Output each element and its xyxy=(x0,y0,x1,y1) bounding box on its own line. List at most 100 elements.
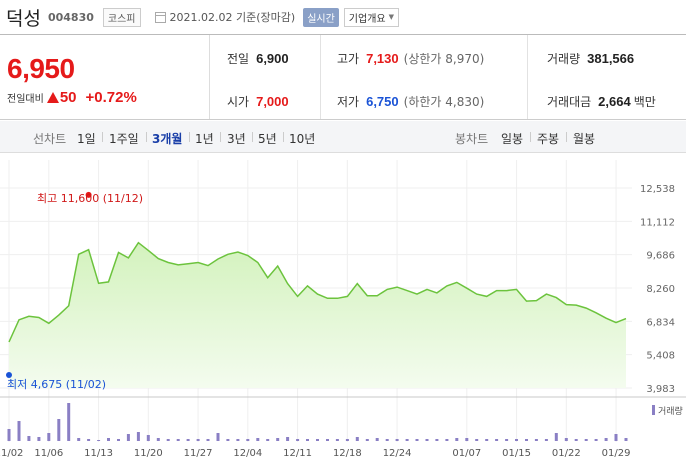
volume-bar xyxy=(345,439,349,441)
volume-bar xyxy=(316,439,319,441)
volume-bar xyxy=(87,439,91,441)
volume-label: 거래량 xyxy=(547,52,581,66)
volume: 거래량 381,566 xyxy=(547,50,634,67)
divider xyxy=(320,35,321,119)
volume-bar xyxy=(216,433,220,441)
volume-bar xyxy=(146,435,150,441)
volume-bar xyxy=(136,432,140,441)
volume-bar xyxy=(37,437,41,441)
change-amount: 50 xyxy=(59,89,77,106)
x-tick-label: 11/20 xyxy=(134,448,163,459)
volume-bar xyxy=(604,438,608,441)
x-tick-label: 11/13 xyxy=(84,448,113,459)
period-1d[interactable]: 1일 xyxy=(77,132,96,146)
period-10y[interactable]: 10년 xyxy=(289,132,316,146)
low-label: 저가 xyxy=(337,95,360,109)
x-tick-label: 01/22 xyxy=(552,448,581,459)
volume-bar xyxy=(375,438,379,441)
volume-bar xyxy=(485,439,489,441)
volume-bar xyxy=(266,439,270,441)
volume-bar xyxy=(77,438,81,441)
realtime-button[interactable]: 실시간 xyxy=(303,7,339,27)
period-3m[interactable]: 3개월 xyxy=(152,132,183,146)
low-value: 6,750 xyxy=(366,94,399,109)
amount-unit: 백만 xyxy=(633,95,656,109)
volume-bar xyxy=(365,439,369,441)
volume-bar xyxy=(445,439,449,441)
volume-legend: 거래량 xyxy=(658,405,683,417)
volume-bar xyxy=(57,419,61,441)
volume-legend-swatch xyxy=(652,405,655,415)
calendar-icon xyxy=(154,11,166,23)
stock-name: 덕성 xyxy=(6,7,41,30)
volume-bar xyxy=(534,439,538,441)
x-tick-label: 11/02 xyxy=(0,448,23,459)
amount-value: 2,664 xyxy=(598,94,631,109)
period-1w[interactable]: 1주일 xyxy=(109,132,139,146)
volume-bar xyxy=(574,439,578,441)
volume-bar xyxy=(505,439,509,441)
volume-bar xyxy=(117,439,120,441)
up-arrow-icon xyxy=(46,92,59,103)
lower-limit: (하한가 4,830) xyxy=(403,95,485,109)
x-tick-label: 11/27 xyxy=(184,448,213,459)
volume-bar xyxy=(126,434,130,441)
divider xyxy=(102,132,103,142)
x-tick-label: 12/04 xyxy=(233,448,262,459)
candle-monthly[interactable]: 월봉 xyxy=(573,132,596,146)
volume-bar xyxy=(544,439,548,441)
volume-bar xyxy=(554,433,558,441)
volume-bar xyxy=(47,433,51,441)
volume-bar xyxy=(156,438,160,441)
prev-close-value: 6,900 xyxy=(256,51,289,66)
prev-close-label: 전일 xyxy=(227,52,250,66)
x-tick-label: 01/29 xyxy=(602,448,631,459)
divider xyxy=(283,132,284,142)
divider xyxy=(220,132,221,142)
divider xyxy=(530,132,531,142)
volume-bar xyxy=(455,438,459,441)
y-tick-label: 8,260 xyxy=(646,284,675,295)
chevron-down-icon: ▼ xyxy=(388,13,394,21)
volume-bar xyxy=(286,437,290,441)
y-tick-label: 6,834 xyxy=(646,317,675,328)
price-chart[interactable]: 12,538 11,112 9,686 8,260 6,834 5,408 3,983 11… xyxy=(0,160,686,461)
volume-bar xyxy=(326,439,329,441)
volume-bar xyxy=(306,439,309,441)
volume-bar xyxy=(564,438,568,441)
x-tick-label: 01/07 xyxy=(452,448,481,459)
current-price-panel: 6,950 전일대비 50 +0.72% xyxy=(0,35,210,119)
trade-amount: 거래대금 2,664 백만 xyxy=(547,93,656,110)
volume-bar xyxy=(495,439,499,441)
candle-daily[interactable]: 일봉 xyxy=(501,132,524,146)
stock-code: 004830 xyxy=(47,10,94,24)
candle-weekly[interactable]: 주봉 xyxy=(537,132,560,146)
open-label: 시가 xyxy=(227,95,250,109)
period-1y[interactable]: 1년 xyxy=(195,132,214,146)
divider xyxy=(527,35,528,119)
volume-bar xyxy=(624,438,628,441)
volume-bar xyxy=(196,439,200,441)
volume-bar xyxy=(584,439,588,441)
divider xyxy=(189,132,190,142)
chart-period-bar: 선차트 1일 1주일 3개월 1년 3년 5년 10년 봉차트 일봉 주봉 월봉 xyxy=(0,121,686,153)
volume-bar xyxy=(186,439,190,441)
volume-bar xyxy=(236,439,240,441)
volume-bar xyxy=(67,403,71,441)
min-label: 최저 4,675 (11/02) xyxy=(7,378,106,391)
volume-bar xyxy=(515,439,518,441)
y-tick-label: 11,112 xyxy=(640,217,675,228)
y-tick-label: 12,538 xyxy=(640,184,675,195)
x-tick-label: 01/15 xyxy=(502,448,531,459)
stock-header: 덕성 004830 코스피 2021.02.02 기준(장마감) 실시간 기업개… xyxy=(0,0,686,34)
volume-bar xyxy=(296,439,300,441)
period-3y[interactable]: 3년 xyxy=(227,132,246,146)
x-tick-label: 11/06 xyxy=(34,448,63,459)
volume-bar xyxy=(166,439,170,441)
market-badge: 코스피 xyxy=(102,7,141,27)
company-overview-label: 기업개요 xyxy=(348,13,386,25)
period-5y[interactable]: 5년 xyxy=(258,132,277,146)
volume-bar xyxy=(385,439,389,441)
change-label: 전일대비 xyxy=(7,94,44,105)
company-overview-dropdown[interactable]: 기업개요 ▼ xyxy=(343,7,399,27)
